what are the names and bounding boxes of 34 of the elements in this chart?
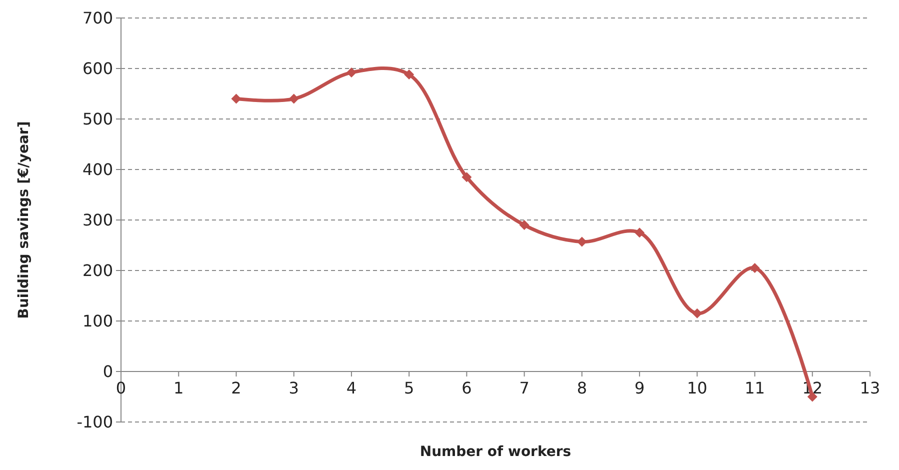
point (288, 94, 299, 104)
y-tick-label: 400 (82, 160, 113, 180)
point (231, 94, 242, 104)
point (404, 70, 414, 80)
y-tick-label: 300 (82, 210, 113, 230)
x-tick-label: 13 (860, 378, 880, 398)
x-tick-label: 11 (744, 378, 765, 398)
y-axis-title: Building savings [€/year] (16, 121, 32, 319)
x-tick-label: 8 (576, 378, 588, 398)
x-tick-label: 1 (174, 378, 184, 398)
x-tick-label: 4 (346, 378, 357, 398)
x-tick-label: 2 (231, 378, 242, 398)
point (750, 262, 760, 273)
point (462, 172, 472, 182)
x-tick-label: 9 (634, 378, 645, 398)
point (346, 68, 356, 78)
x-tick-label: 0 (116, 378, 126, 398)
y-tick-label: -100 (76, 412, 113, 432)
point (634, 228, 645, 238)
point (519, 220, 530, 230)
point (576, 236, 587, 247)
point (692, 308, 702, 318)
x-tick-label: 7 (519, 378, 530, 398)
x-tick-label: 10 (686, 378, 708, 398)
y-tick-label: 100 (82, 312, 113, 331)
y-tick-label: 500 (82, 110, 113, 129)
y-tick-label: 700 (82, 8, 113, 28)
y-tick-label: 0 (102, 362, 113, 382)
y-tick-label: 600 (82, 59, 113, 78)
x-axis-title: Number of workers (420, 444, 572, 460)
x-tick-label: 3 (288, 378, 299, 398)
x-tick-label: 6 (462, 378, 472, 398)
x-tick-label: 5 (404, 378, 414, 398)
y-tick-label: 200 (82, 261, 113, 280)
